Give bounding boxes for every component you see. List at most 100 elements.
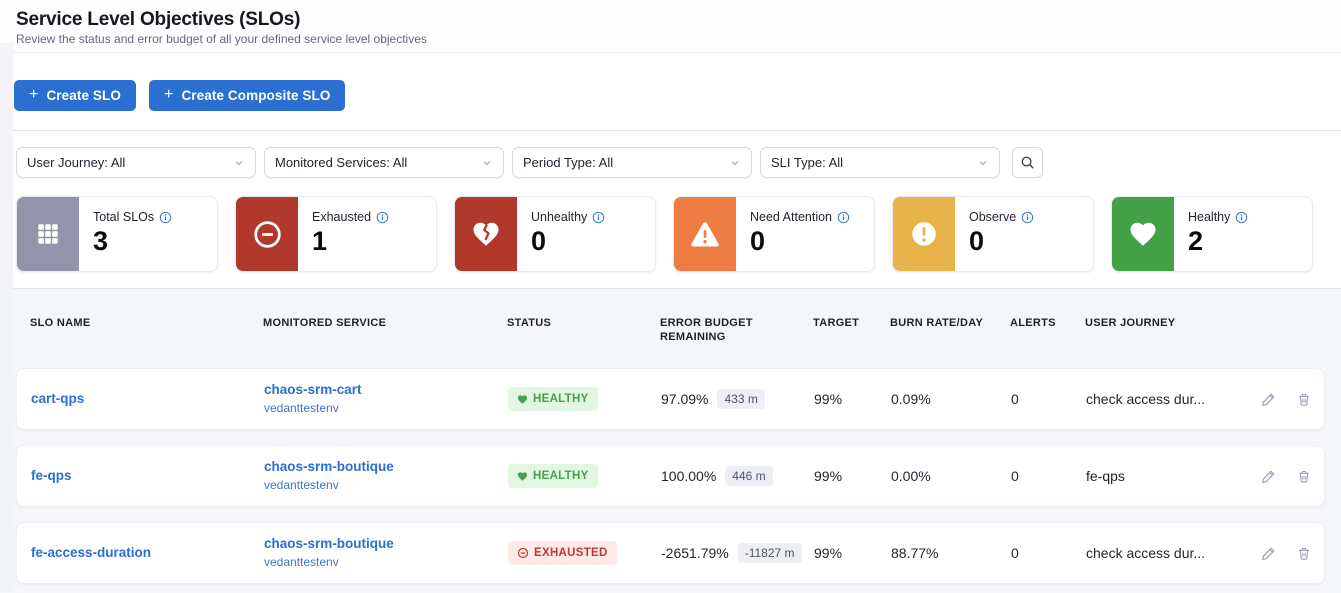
monitored-service-link[interactable]: chaos-srm-boutique [264,536,394,551]
trash-icon [1299,547,1309,560]
grid-icon [17,197,79,271]
stat-value: 2 [1188,226,1204,256]
stat-value: 0 [531,226,547,256]
status-badge: HEALTHY [508,387,598,411]
chevron-down-icon [235,160,243,165]
burn-rate-value: 0.00% [891,468,931,484]
alerts-count: 0 [1011,391,1019,407]
warning-triangle-icon [674,197,736,271]
broken-heart-icon [455,197,517,271]
monitored-services-filter[interactable]: Monitored Services: All [264,147,504,178]
error-budget-percent: 100.00% [661,468,717,484]
edit-slo-button[interactable] [1260,545,1277,562]
table-header-row: SLO NAME MONITORED SERVICE STATUS ERROR … [16,289,1325,368]
stat-label: Healthy [1188,210,1231,224]
edit-slo-button[interactable] [1260,468,1277,485]
heart-icon [1112,197,1174,271]
page-title: Service Level Objectives (SLOs) [16,9,301,30]
stat-card-total-slos: Total SLOs 3 [16,196,218,272]
edit-slo-button[interactable] [1260,391,1277,408]
sli-type-filter[interactable]: SLI Type: All [760,147,1000,178]
info-icon[interactable] [592,211,605,224]
stat-value: 0 [969,226,985,256]
info-icon[interactable] [1021,211,1034,224]
alerts-count: 0 [1011,545,1019,561]
monitored-service-link[interactable]: chaos-srm-boutique [264,459,394,474]
status-badge: HEALTHY [508,464,598,488]
status-badge-label: HEALTHY [533,393,589,405]
stat-card-unhealthy: Unhealthy 0 [454,196,656,272]
filter-bar: User Journey: All Monitored Services: Al… [0,131,1341,178]
error-budget-percent: 97.09% [661,391,709,407]
stat-value: 1 [312,226,328,256]
stat-card-healthy: Healthy 2 [1111,196,1313,272]
stat-card-exhausted: Exhausted 1 [235,196,437,272]
pencil-icon [1262,469,1275,483]
stat-label: Observe [969,210,1017,224]
burn-rate-value: 0.09% [891,391,931,407]
stat-label: Total SLOs [93,210,155,224]
column-header-error-budget-remaining: ERROR BUDGET REMAINING [660,317,753,343]
trash-icon [1299,393,1309,406]
search-button[interactable] [1012,147,1043,178]
stat-card-observe: Observe 0 [892,196,1094,272]
error-budget-percent: -2651.79% [661,545,729,561]
trash-icon [1299,470,1309,483]
stat-label: Unhealthy [531,210,588,224]
sli-type-filter-value: SLI Type: All [771,155,844,170]
user-journey-filter[interactable]: User Journey: All [16,147,256,178]
info-icon[interactable] [159,211,172,224]
environment-link[interactable]: vedanttestenv [264,555,339,569]
burn-rate-value: 88.77% [891,545,939,561]
slo-name-link[interactable]: fe-access-duration [31,545,152,560]
delete-slo-button[interactable] [1296,391,1312,408]
create-composite-slo-label: Create Composite SLO [181,88,331,103]
delete-slo-button[interactable] [1296,545,1312,562]
column-header-target: TARGET [813,317,860,329]
target-value: 99% [814,545,843,561]
status-badge: EXHAUSTED [508,541,617,565]
environment-link[interactable]: vedanttestenv [264,478,339,492]
minus-circle-icon [517,547,529,559]
page-subtitle: Review the status and error budget of al… [16,32,427,46]
create-slo-label: Create SLO [46,88,121,103]
stat-card-need-attention: Need Attention 0 [673,196,875,272]
table-row[interactable]: cart-qps chaos-srm-cart vedanttestenv HE… [16,368,1325,430]
alerts-count: 0 [1011,468,1019,484]
slo-table: SLO NAME MONITORED SERVICE STATUS ERROR … [0,288,1341,593]
plus-icon: + [29,85,39,103]
stat-label: Exhausted [312,210,372,224]
status-badge-label: HEALTHY [533,470,589,482]
column-header-monitored-service: MONITORED SERVICE [263,317,387,329]
table-row[interactable]: fe-qps chaos-srm-boutique vedanttestenv … [16,445,1325,507]
create-slo-button[interactable]: + Create SLO [14,80,136,111]
info-icon[interactable] [376,211,389,224]
monitored-service-link[interactable]: chaos-srm-cart [264,382,362,397]
pencil-icon [1262,546,1275,560]
page-header: Service Level Objectives (SLOs) Review t… [0,0,1341,53]
environment-link[interactable]: vedanttestenv [264,401,339,415]
user-journey-filter-value: User Journey: All [27,155,126,170]
search-icon [1021,156,1034,169]
slo-name-link[interactable]: fe-qps [31,468,72,483]
column-header-alerts: ALERTS [1010,317,1056,329]
info-icon[interactable] [837,211,850,224]
minus-circle-icon [236,197,298,271]
table-row[interactable]: fe-access-duration chaos-srm-boutique ve… [16,522,1325,584]
target-value: 99% [814,468,843,484]
error-budget-minutes-chip: -11827 m [737,543,802,563]
column-header-status: STATUS [507,317,552,329]
plus-icon: + [163,85,174,103]
create-composite-slo-button[interactable]: + Create Composite SLO [148,80,346,111]
stat-value: 3 [93,226,109,256]
info-icon[interactable] [1235,211,1248,224]
delete-slo-button[interactable] [1296,468,1312,485]
user-journey-value: fe-qps [1086,468,1125,484]
slo-name-link[interactable]: cart-qps [31,391,85,406]
stat-value: 0 [750,226,766,256]
period-type-filter-value: Period Type: All [523,155,614,170]
exclamation-circle-icon [893,197,955,271]
period-type-filter[interactable]: Period Type: All [512,147,752,178]
user-journey-value: check access dur... [1086,391,1206,407]
column-header-user-journey: USER JOURNEY [1085,317,1176,329]
